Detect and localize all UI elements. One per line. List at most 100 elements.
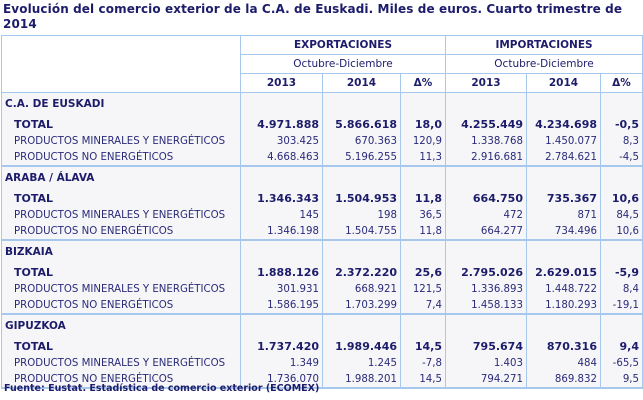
empty-cell (445, 314, 527, 337)
table-row: PRODUCTOS NO ENERGÉTICOS 1.736.070 1.988.2… (1, 371, 643, 389)
row-label: TOTAL (1, 263, 241, 281)
value-cell: 871 (526, 207, 601, 223)
region-section: ARABA / ÁLAVA TOTAL 1.346.343 1.504.953 11,8… (1, 166, 643, 241)
source-footer: Fuente: Eustat. Estadística de comercio … (4, 383, 320, 394)
value-cell: -0,5 (599, 115, 643, 133)
row-label: PRODUCTOS MINERALES Y ENERGÉTICOS (1, 133, 241, 149)
empty-cell (400, 240, 446, 263)
value-cell: 1.504.953 (322, 189, 401, 207)
empty-cell (445, 92, 527, 115)
value-cell: 198 (322, 207, 401, 223)
region-section: C.A. DE EUSKADI TOTAL 4.971.888 5.866.618 18… (1, 92, 643, 167)
value-cell: 1.346.343 (240, 189, 323, 207)
value-cell: 11,8 (400, 223, 446, 241)
value-cell: 2.916.681 (445, 149, 527, 167)
value-cell: 1.888.126 (240, 263, 323, 281)
value-cell: 1.737.420 (240, 337, 323, 355)
region-label: ARABA / ÁLAVA (1, 166, 241, 189)
value-cell: 4.668.463 (240, 149, 323, 167)
value-cell: 9,4 (599, 337, 643, 355)
value-cell: 7,4 (400, 297, 446, 315)
value-cell: 4.234.698 (526, 115, 601, 133)
region-section: GIPUZKOA TOTAL 1.737.420 1.989.446 14,5 795.6… (1, 314, 643, 389)
value-cell: 1.586.195 (240, 297, 323, 315)
value-cell: 1.736.070 (240, 371, 323, 389)
table-row: PRODUCTOS MINERALES Y ENERGÉTICOS 301.931… (1, 281, 643, 297)
empty-cell (322, 314, 401, 337)
table-row: PRODUCTOS NO ENERGÉTICOS 4.668.463 5.196.2… (1, 149, 643, 167)
header-period-import: Octubre-Diciembre (444, 54, 643, 74)
row-label: TOTAL (1, 337, 241, 355)
value-cell: 1.504.755 (322, 223, 401, 241)
value-cell: 1.988.201 (322, 371, 401, 389)
value-cell: 735.367 (526, 189, 601, 207)
empty-cell (400, 166, 446, 189)
value-cell: 1.338.768 (445, 133, 527, 149)
value-cell: -65,5 (599, 355, 643, 371)
value-cell: 472 (445, 207, 527, 223)
header-col: Δ% (400, 73, 446, 93)
region-row: GIPUZKOA (1, 314, 643, 337)
value-cell: 1.346.198 (240, 223, 323, 241)
empty-cell (526, 314, 601, 337)
value-cell: 668.921 (322, 281, 401, 297)
empty-cell (400, 314, 446, 337)
value-cell: 2.372.220 (322, 263, 401, 281)
empty-cell (599, 92, 643, 115)
empty-cell (322, 92, 401, 115)
value-cell: 14,5 (400, 371, 446, 389)
empty-cell (599, 314, 643, 337)
value-cell: 4.971.888 (240, 115, 323, 133)
value-cell: 120,9 (400, 133, 446, 149)
value-cell: 2.795.026 (445, 263, 527, 281)
table-row: PRODUCTOS MINERALES Y ENERGÉTICOS 145 198 3… (1, 207, 643, 223)
value-cell: 869.832 (526, 371, 601, 389)
empty-cell (599, 166, 643, 189)
value-cell: 14,5 (400, 337, 446, 355)
total-row: TOTAL 1.346.343 1.504.953 11,8 664.750 735.36… (1, 189, 643, 207)
value-cell: 1.180.293 (526, 297, 601, 315)
value-cell: 10,6 (599, 223, 643, 241)
value-cell: 1.989.446 (322, 337, 401, 355)
value-cell: -7,8 (400, 355, 446, 371)
value-cell: 8,4 (599, 281, 643, 297)
corner-cell (1, 35, 241, 93)
total-row: TOTAL 4.971.888 5.866.618 18,0 4.255.449 4.23… (1, 115, 643, 133)
empty-cell (526, 166, 601, 189)
value-cell: 301.931 (240, 281, 323, 297)
value-cell: 1.450.077 (526, 133, 601, 149)
value-cell: -4,5 (599, 149, 643, 167)
value-cell: 121,5 (400, 281, 446, 297)
header-exportaciones: EXPORTACIONES (240, 35, 446, 55)
table-row: PRODUCTOS MINERALES Y ENERGÉTICOS 1.349 1.… (1, 355, 643, 371)
empty-cell (445, 166, 527, 189)
value-cell: 794.271 (445, 371, 527, 389)
trade-table: EXPORTACIONES IMPORTACIONES Octubre-Dici… (1, 35, 643, 389)
header-importaciones: IMPORTACIONES (444, 35, 643, 55)
row-label: PRODUCTOS NO ENERGÉTICOS (1, 149, 241, 167)
region-label: GIPUZKOA (1, 314, 241, 337)
header-col: 2014 (322, 73, 401, 93)
region-section: BIZKAIA TOTAL 1.888.126 2.372.220 25,6 2.795.… (1, 240, 643, 315)
row-label: TOTAL (1, 189, 241, 207)
empty-cell (240, 92, 323, 115)
value-cell: 10,6 (599, 189, 643, 207)
value-cell: 8,3 (599, 133, 643, 149)
page-title: Evolución del comercio exterior de la C.… (3, 2, 623, 31)
empty-cell (526, 240, 601, 263)
value-cell: 145 (240, 207, 323, 223)
header-col: Δ% (599, 73, 643, 93)
region-row: ARABA / ÁLAVA (1, 166, 643, 189)
table-row: PRODUCTOS MINERALES Y ENERGÉTICOS 303.425… (1, 133, 643, 149)
empty-cell (445, 240, 527, 263)
value-cell: 670.363 (322, 133, 401, 149)
value-cell: 1.458.133 (445, 297, 527, 315)
empty-cell (400, 92, 446, 115)
value-cell: 1.703.299 (322, 297, 401, 315)
value-cell: 5.196.255 (322, 149, 401, 167)
header-col: 2014 (526, 73, 601, 93)
value-cell: 664.750 (445, 189, 527, 207)
region-row: C.A. DE EUSKADI (1, 92, 643, 115)
region-label: C.A. DE EUSKADI (1, 92, 241, 115)
empty-cell (599, 240, 643, 263)
